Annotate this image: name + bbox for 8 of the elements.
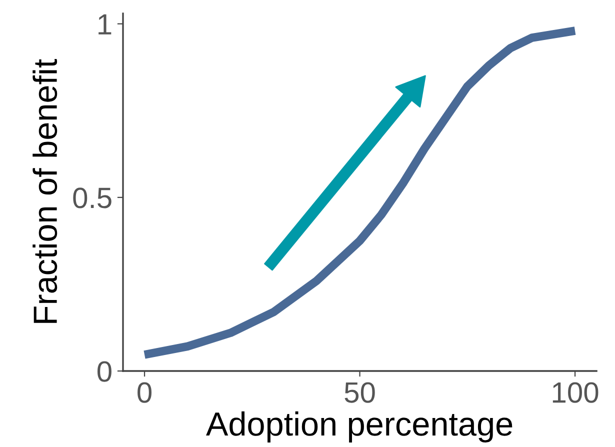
x-tick-label: 0 — [138, 382, 152, 403]
y-axis-title: Fraction of benefit — [32, 59, 58, 323]
x-tick-label: 50 — [344, 382, 375, 403]
y-tick-label: 1 — [98, 14, 112, 34]
x-axis-title: Adoption percentage — [206, 411, 512, 442]
x-tick-label: 100 — [552, 382, 598, 403]
y-tick-label: 0.5 — [73, 188, 112, 208]
y-tick-label: 0 — [98, 361, 112, 382]
